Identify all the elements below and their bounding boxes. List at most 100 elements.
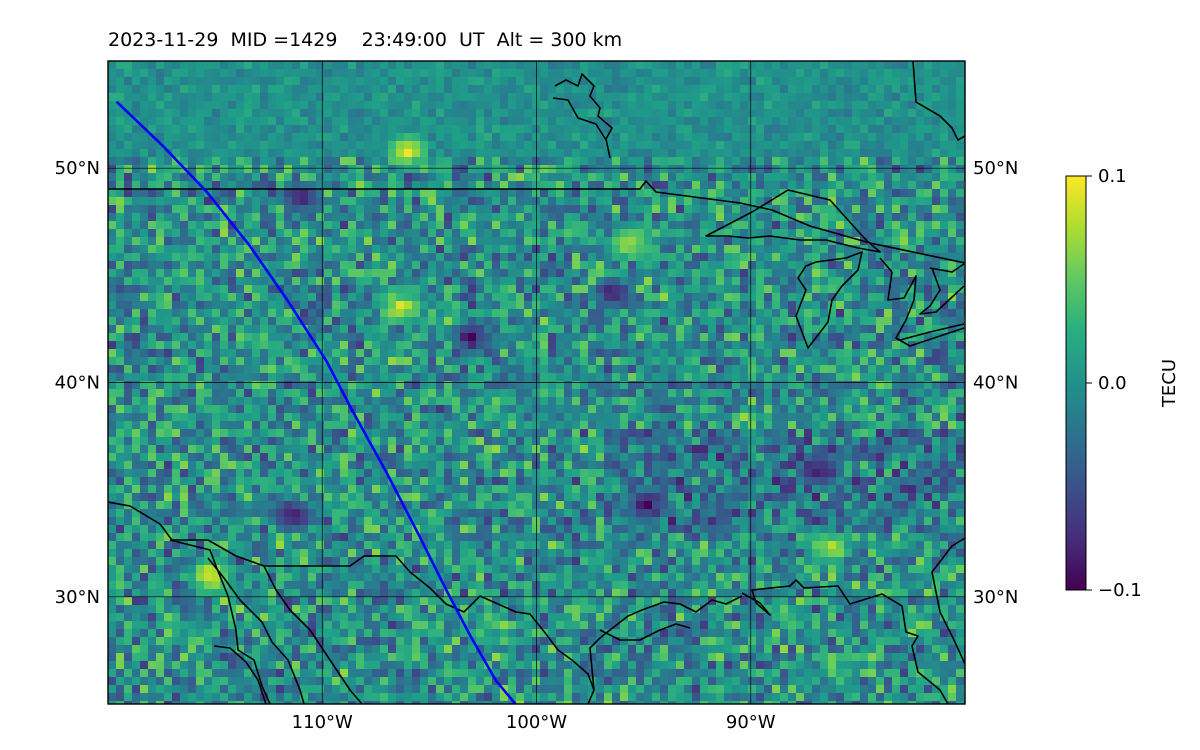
heat-cell [932, 141, 941, 150]
heat-cell [892, 165, 901, 174]
heat-cell [628, 397, 637, 406]
heat-cell [628, 237, 637, 246]
heat-cell [356, 293, 365, 302]
heat-cell [628, 181, 637, 190]
heat-cell [212, 397, 221, 406]
heat-cell [484, 389, 493, 398]
heat-cell [516, 397, 525, 406]
heat-cell [140, 277, 149, 286]
heat-cell [916, 213, 925, 222]
heat-cell [196, 373, 205, 382]
heat-cell [188, 429, 197, 438]
heat-cell [636, 277, 645, 286]
heat-cell [852, 173, 861, 182]
heat-cell [796, 397, 805, 406]
heat-cell [316, 149, 325, 158]
heat-cell [116, 237, 125, 246]
heat-cell [788, 101, 797, 110]
heat-cell [948, 181, 957, 190]
heat-cell [332, 229, 341, 238]
heat-cell [492, 69, 501, 78]
heat-cell [916, 381, 925, 390]
heat-cell [740, 69, 749, 78]
heat-cell [804, 413, 813, 422]
heat-cell [140, 397, 149, 406]
heat-cell [892, 365, 901, 374]
heat-cell [940, 157, 949, 166]
heat-cell [180, 245, 189, 254]
heat-cell [252, 381, 261, 390]
heat-cell [716, 269, 725, 278]
heat-cell [388, 269, 397, 278]
heat-cell [676, 261, 685, 270]
heat-cell [228, 213, 237, 222]
heat-cell [508, 421, 517, 430]
heat-cell [868, 61, 877, 70]
heat-cell [860, 125, 869, 134]
heat-cell [164, 173, 173, 182]
heat-cell [884, 109, 893, 118]
heat-cell [876, 309, 885, 318]
heat-cell [924, 149, 933, 158]
heat-cell [828, 325, 837, 334]
heat-cell [884, 269, 893, 278]
heat-cell [900, 381, 909, 390]
heat-cell [812, 221, 821, 230]
heat-cell [572, 213, 581, 222]
heat-cell [620, 165, 629, 174]
heat-cell [220, 229, 229, 238]
heat-cell [876, 421, 885, 430]
heat-cell [596, 165, 605, 174]
heat-cell [180, 301, 189, 310]
heat-cell [292, 101, 301, 110]
heat-cell [132, 125, 141, 134]
heat-cell [364, 349, 373, 358]
heat-cell [852, 421, 861, 430]
heat-cell [460, 389, 469, 398]
heat-cell [908, 357, 917, 366]
heat-cell [860, 301, 869, 310]
heat-cell [204, 301, 213, 310]
heat-cell [548, 333, 557, 342]
heat-cell [940, 61, 949, 70]
heat-cell [636, 357, 645, 366]
heat-cell [724, 109, 733, 118]
heat-cell [604, 181, 613, 190]
heat-cell [940, 381, 949, 390]
heat-cell [140, 213, 149, 222]
heat-cell [236, 301, 245, 310]
heat-cell [956, 317, 965, 326]
heat-cell [372, 269, 381, 278]
heat-cell [292, 277, 301, 286]
heat-cell [804, 109, 813, 118]
heat-cell [196, 173, 205, 182]
heat-cell [852, 69, 861, 78]
heat-cell [756, 205, 765, 214]
heat-cell [404, 85, 413, 94]
heat-cell [412, 101, 421, 110]
heat-cell [148, 261, 157, 270]
heat-cell [452, 365, 461, 374]
heat-cell [260, 253, 269, 262]
heat-cell [260, 205, 269, 214]
heat-cell [524, 125, 533, 134]
heat-cell [444, 133, 453, 142]
heat-cell [372, 389, 381, 398]
heat-cell [700, 141, 709, 150]
heat-cell [228, 285, 237, 294]
heat-cell [308, 373, 317, 382]
heat-cell [740, 349, 749, 358]
heat-cell [516, 357, 525, 366]
heat-cell [116, 117, 125, 126]
heat-cell [444, 389, 453, 398]
heat-cell [924, 245, 933, 254]
heat-cell [692, 261, 701, 270]
heat-cell [396, 389, 405, 398]
heat-cell [452, 373, 461, 382]
heat-cell [916, 69, 925, 78]
heat-cell [204, 125, 213, 134]
heat-cell [796, 373, 805, 382]
heat-cell [908, 413, 917, 422]
heat-cell [700, 117, 709, 126]
heat-cell [668, 165, 677, 174]
